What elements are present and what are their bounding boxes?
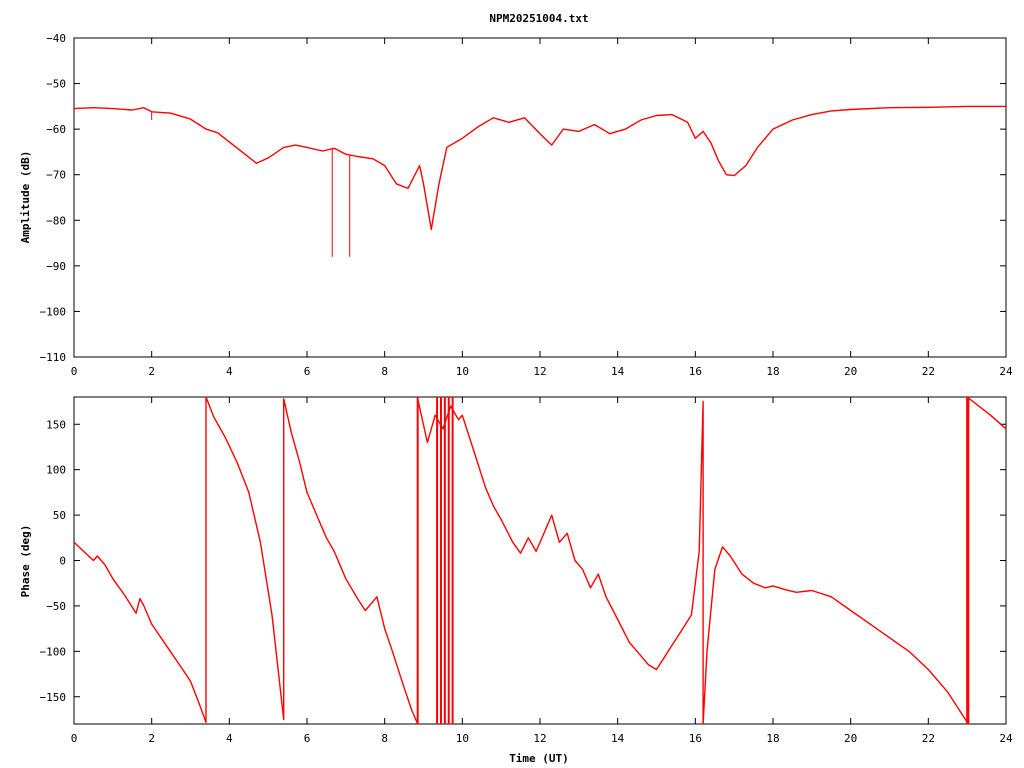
phase-x-axis-label: Time (UT) [509, 752, 569, 765]
amplitude-y-tick-label: −40 [46, 32, 66, 45]
phase-plot-frame [73, 396, 1007, 725]
phase-x-tick-label: 8 [381, 732, 388, 745]
amplitude-x-tick-label: 14 [611, 365, 625, 378]
phase-y-axis-label: Phase (deg) [19, 525, 32, 598]
phase-panel: 0 2 4 6 8 10 12 14 16 18 20 22 24−150−100−5005010015… [19, 396, 1013, 765]
amplitude-y-axis-label: Amplitude (dB) [19, 151, 32, 244]
phase-x-tick-label: 10 [456, 732, 469, 745]
phase-y-tick-label: −150 [40, 691, 67, 704]
phase-x-tick-label: 20 [844, 732, 857, 745]
amplitude-y-tick-label: −110 [40, 351, 67, 364]
amplitude-x-tick-label: 4 [226, 365, 233, 378]
amplitude-x-tick-label: 12 [533, 365, 546, 378]
amplitude-x-tick-label: 22 [922, 365, 935, 378]
amplitude-y-tick-label: −70 [46, 169, 66, 182]
amplitude-ticks: 0 2 4 6 8 10 12 14 16 18 20 22 24−110−100−90−80−70−6… [40, 32, 1013, 378]
phase-x-tick-label: 24 [999, 732, 1013, 745]
phase-y-tick-label: −50 [46, 600, 66, 613]
amplitude-series [73, 105, 1006, 257]
phase-x-tick-label: 18 [766, 732, 779, 745]
amplitude-y-tick-label: −50 [46, 78, 66, 91]
amplitude-y-tick-label: −60 [46, 123, 66, 136]
amplitude-x-tick-label: 18 [766, 365, 779, 378]
amplitude-plot-frame [73, 37, 1007, 358]
phase-y-tick-label: −100 [40, 645, 67, 658]
phase-x-tick-label: 22 [922, 732, 935, 745]
phase-y-tick-label: 0 [59, 555, 66, 568]
phase-x-tick-label: 6 [304, 732, 311, 745]
amplitude-x-tick-label: 8 [381, 365, 388, 378]
phase-series [73, 396, 1007, 725]
chart-title: NPM20251004.txt [489, 12, 588, 25]
amplitude-x-tick-label: 0 [71, 365, 78, 378]
amplitude-x-tick-label: 24 [999, 365, 1013, 378]
amplitude-x-tick-label: 20 [844, 365, 857, 378]
amplitude-x-tick-label: 16 [689, 365, 702, 378]
phase-x-tick-label: 4 [226, 732, 233, 745]
amplitude-y-tick-label: −80 [46, 214, 66, 227]
phase-x-tick-label: 0 [71, 732, 78, 745]
phase-x-tick-label: 16 [689, 732, 702, 745]
amplitude-y-tick-label: −100 [40, 305, 67, 318]
phase-x-tick-label: 12 [533, 732, 546, 745]
phase-x-tick-label: 2 [148, 732, 155, 745]
phase-ticks: 0 2 4 6 8 10 12 14 16 18 20 22 24−150−100−5005010015… [40, 397, 1013, 745]
amplitude-x-tick-label: 6 [304, 365, 311, 378]
phase-x-tick-label: 14 [611, 732, 625, 745]
amplitude-y-tick-label: −90 [46, 260, 66, 273]
amplitude-panel: 0 2 4 6 8 10 12 14 16 18 20 22 24−110−100−90−80−70−6… [19, 32, 1013, 378]
phase-y-tick-label: 150 [46, 418, 66, 431]
amplitude-x-tick-label: 2 [148, 365, 155, 378]
amplitude-x-tick-label: 10 [456, 365, 469, 378]
phase-y-tick-label: 100 [46, 464, 66, 477]
phase-series-line [73, 396, 1007, 725]
phase-y-tick-label: 50 [53, 509, 66, 522]
amplitude-series-line [73, 105, 1006, 231]
